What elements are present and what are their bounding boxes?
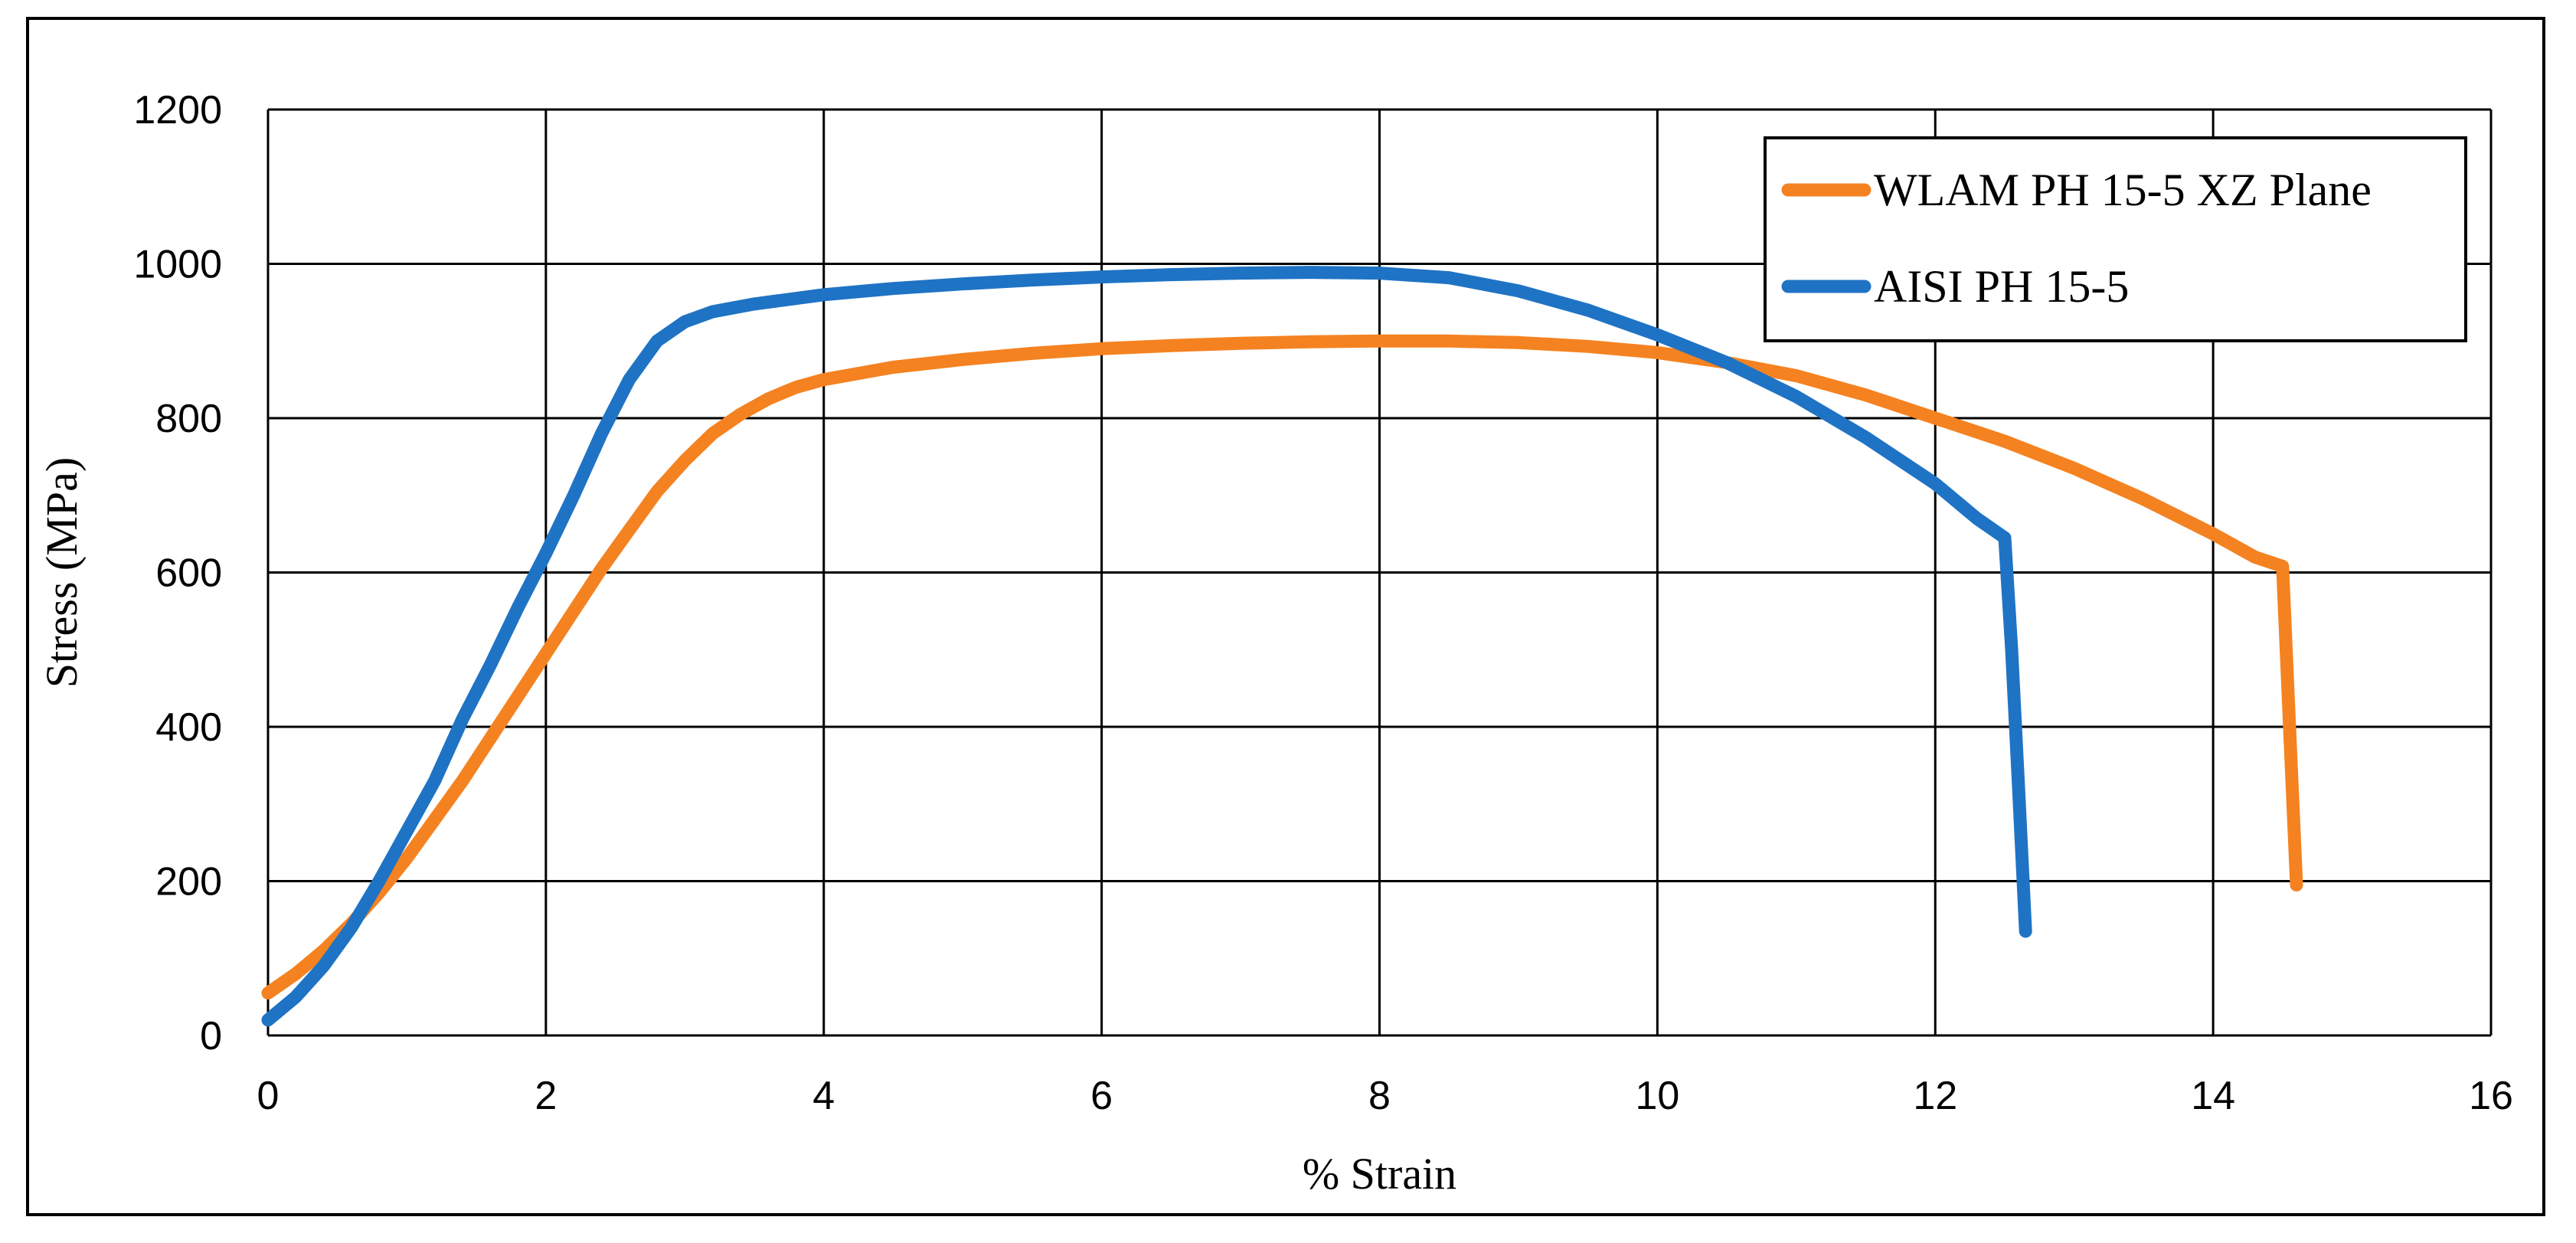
x-tick-label: 12 [1913,1074,1957,1118]
x-tick-label: 10 [1635,1074,1679,1118]
x-tick-label: 6 [1090,1074,1113,1118]
y-tick-label: 0 [200,1014,222,1058]
tick-labels: 0 200 400 600 800 1000 1200 0 2 4 6 8 10 12 14 16 [133,88,2513,1118]
y-tick-label: 1200 [133,88,222,132]
y-tick-label: 1000 [133,243,222,287]
x-tick-label: 4 [812,1074,835,1118]
x-tick-label: 8 [1368,1074,1391,1118]
series-lines [261,266,2303,1027]
legend-label-2: AISI PH 15-5 [1874,261,2129,312]
x-tick-label: 0 [257,1074,280,1118]
y-tick-label: 800 [155,397,222,441]
y-axis-title: Stress (MPa) [37,457,87,688]
legend-box [1764,136,2467,342]
y-tick-label: 200 [155,860,222,904]
x-axis-title: % Strain [1303,1149,1456,1199]
legend: WLAM PH 15-5 XZ Plane AISI PH 15-5 [1764,136,2467,342]
x-tick-label: 14 [2191,1074,2235,1118]
legend-label-1: WLAM PH 15-5 XZ Plane [1874,165,2372,215]
y-tick-label: 400 [155,705,222,750]
series-line-1 [261,334,2303,1000]
x-tick-label: 16 [2469,1074,2513,1118]
y-tick-label: 600 [155,551,222,596]
series-line-2 [261,266,2032,1027]
x-tick-label: 2 [534,1074,557,1118]
